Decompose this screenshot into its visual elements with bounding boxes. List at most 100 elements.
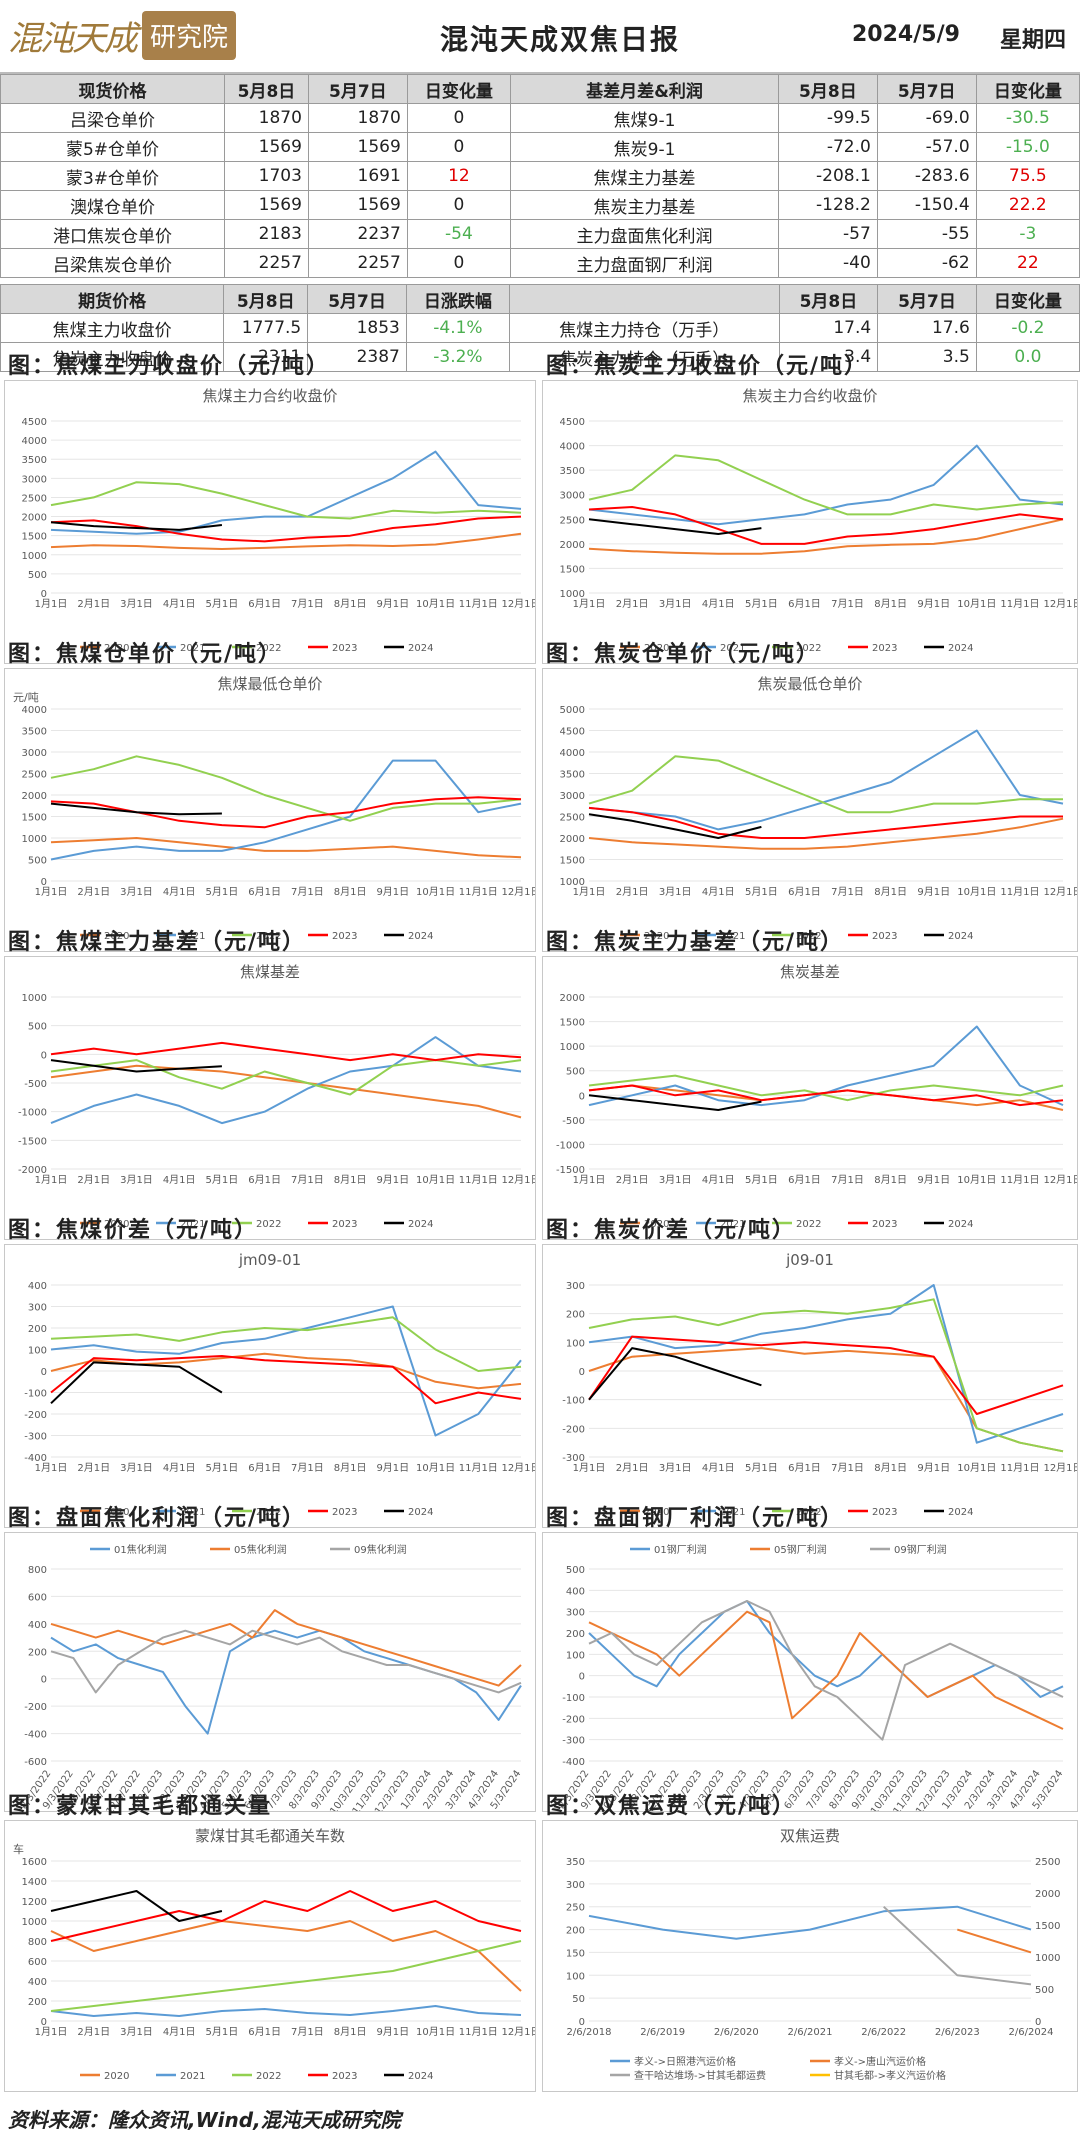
x-tick-label: 3月1日 (659, 1462, 692, 1474)
series-line (50, 1920, 522, 1992)
y-tick-label: 800 (28, 1937, 47, 1948)
series-line (588, 1284, 1064, 1444)
x-tick-label: 8月1日 (334, 2026, 367, 2038)
y-tick-label: 1000 (560, 877, 585, 888)
y-tick-label: 0 (579, 1672, 585, 1683)
x-tick-label: 3月1日 (120, 886, 153, 898)
y-tick-label: -2000 (18, 1165, 47, 1176)
y-tick-label: 2500 (22, 493, 47, 504)
x-tick-label: 12月1日 (501, 1174, 535, 1186)
chart-title: 焦炭最低仓单价 (757, 675, 862, 693)
legend-label: 2022 (796, 643, 821, 654)
chart-title: jm09-01 (238, 1251, 301, 1269)
spot-cell: 吕梁焦炭仓单价 (0, 248, 225, 278)
y-tick-label: 2500 (560, 813, 585, 824)
legend-label: 09钢厂利润 (894, 1543, 947, 1556)
x-tick-label: 3月1日 (659, 886, 692, 898)
x-tick-label: 10月1日 (416, 2026, 455, 2038)
series-line (50, 1041, 522, 1062)
x-tick-label: 6月1日 (788, 1462, 821, 1474)
chart-panel: -600 -400 -200 0 200 400 600 800 8/3/2022 9/3/202… (4, 1532, 536, 1817)
section-title: 图：蒙煤甘其毛都通关量 (8, 1794, 273, 1819)
futures-cell: 1777.5 (223, 313, 309, 343)
x-tick-label: 11月1日 (1000, 1462, 1039, 1474)
futures-header-cell: 期货价格 (0, 284, 225, 314)
x-tick-label: 4月1日 (163, 1462, 196, 1474)
x-tick-label: 9月1日 (917, 598, 950, 610)
series-line (588, 1094, 762, 1111)
report-title: 混沌天成双焦日报 (440, 23, 681, 56)
y-tick-label: 400 (28, 1977, 47, 1988)
series-line (588, 806, 1063, 839)
legend-label: 2023 (332, 931, 357, 942)
y-tick-label: 500 (566, 1067, 585, 1078)
x-tick-label: 10月1日 (416, 1174, 455, 1186)
x-tick-label: 7月1日 (831, 886, 864, 898)
legend-label: 2020 (104, 1507, 129, 1518)
y-tick-label: 1500 (22, 532, 47, 543)
series-line (588, 729, 1064, 831)
futures-cell: 1853 (307, 313, 407, 343)
chart-panel: 双焦运费 0 50 100 150 200 250 300 350 0 500 1000 1500 200… (542, 1820, 1078, 2092)
x-tick-label: 10月1日 (416, 598, 455, 610)
y-tick-label: 50 (572, 1994, 585, 2005)
spot-cell: 12 (406, 161, 512, 191)
futures-header-cell: 日变化量 (975, 284, 1080, 314)
x-tick-label: 7月1日 (831, 1174, 864, 1186)
legend-label: 2023 (872, 1219, 897, 1230)
y-tick-label: 1000 (22, 834, 47, 845)
legend-label: 2020 (644, 643, 669, 654)
spot-cell: -283.6 (876, 161, 977, 191)
x-tick-label: 4月1日 (163, 598, 196, 610)
y-tick-label: 600 (28, 1592, 47, 1603)
x-tick-label: 9月1日 (376, 598, 409, 610)
legend-label: 2023 (872, 643, 897, 654)
futures-header-cell: 5月7日 (307, 284, 407, 314)
spot-cell: 1691 (307, 161, 408, 191)
x-tick-label: 3月1日 (120, 1462, 153, 1474)
legend-label: 孝义->唐山汽运价格 (834, 2055, 926, 2068)
spot-cell: 吕梁仓单价 (0, 103, 225, 133)
x-tick-label: 8月1日 (334, 886, 367, 898)
chart-title: 焦炭主力合约收盘价 (742, 387, 877, 405)
series-line (50, 521, 223, 531)
y-tick-label: 1000 (560, 1042, 585, 1053)
legend-label: 05钢厂利润 (774, 1543, 827, 1556)
series-line (50, 1355, 522, 1405)
x-tick-label: 6月1日 (788, 598, 821, 610)
legend-label: 2021 (720, 1507, 745, 1518)
x-tick-label: 1月1日 (35, 2026, 68, 2038)
series-line (50, 1629, 522, 1735)
x-tick-label: 6月1日 (248, 2026, 281, 2038)
y-tick-label: 100 (566, 1338, 585, 1349)
chart-panel: jm09-01 -400 -300 -200 -100 0 100 200 300 400 1月1日… (4, 1244, 541, 1528)
legend-label: 2020 (644, 1507, 669, 1518)
legend-label: 2024 (408, 2071, 433, 2082)
spot-cell: 焦炭9-1 (510, 132, 779, 162)
legend-label: 2020 (644, 1219, 669, 1230)
y-tick-label: 1000 (22, 1917, 47, 1928)
y-tick-label: 300 (566, 1281, 585, 1292)
x-tick-label: 2月1日 (77, 886, 110, 898)
chart-panel: 焦煤基差 -2000 -1500 -1000 -500 0 500 1000 1月1日 2月1日 3… (4, 956, 541, 1240)
y-tick-label: -500 (562, 1116, 585, 1127)
series-line (50, 1059, 222, 1073)
section-title: 图：盘面焦化利润（元/吨） (8, 1506, 307, 1531)
spot-cell: 75.5 (975, 161, 1080, 191)
company-logo: 混沌天成 研究院 (8, 6, 266, 64)
legend-label: 01钢厂利润 (654, 1543, 707, 1556)
spot-cell: -57 (777, 219, 878, 249)
chart-svg: 焦炭基差 -1500 -1000 -500 0 500 1000 1500 2000 1月1日 2月… (556, 963, 1080, 1230)
x-tick-label: 10月1日 (957, 1462, 996, 1474)
spot-cell: 1703 (223, 161, 309, 191)
series-line (50, 481, 522, 520)
y-tick-label: 0 (41, 1675, 47, 1686)
legend-label: 2024 (948, 1219, 973, 1230)
series-line (588, 518, 762, 535)
y-tick-label: 0 (41, 589, 47, 600)
y-tick-label: 250 (566, 1903, 585, 1914)
x-tick-label: 5月1日 (206, 1462, 239, 1474)
y-tick-label: 4500 (22, 417, 47, 428)
x-tick-label: 8月1日 (334, 1174, 367, 1186)
x-tick-label: 11月1日 (459, 886, 498, 898)
